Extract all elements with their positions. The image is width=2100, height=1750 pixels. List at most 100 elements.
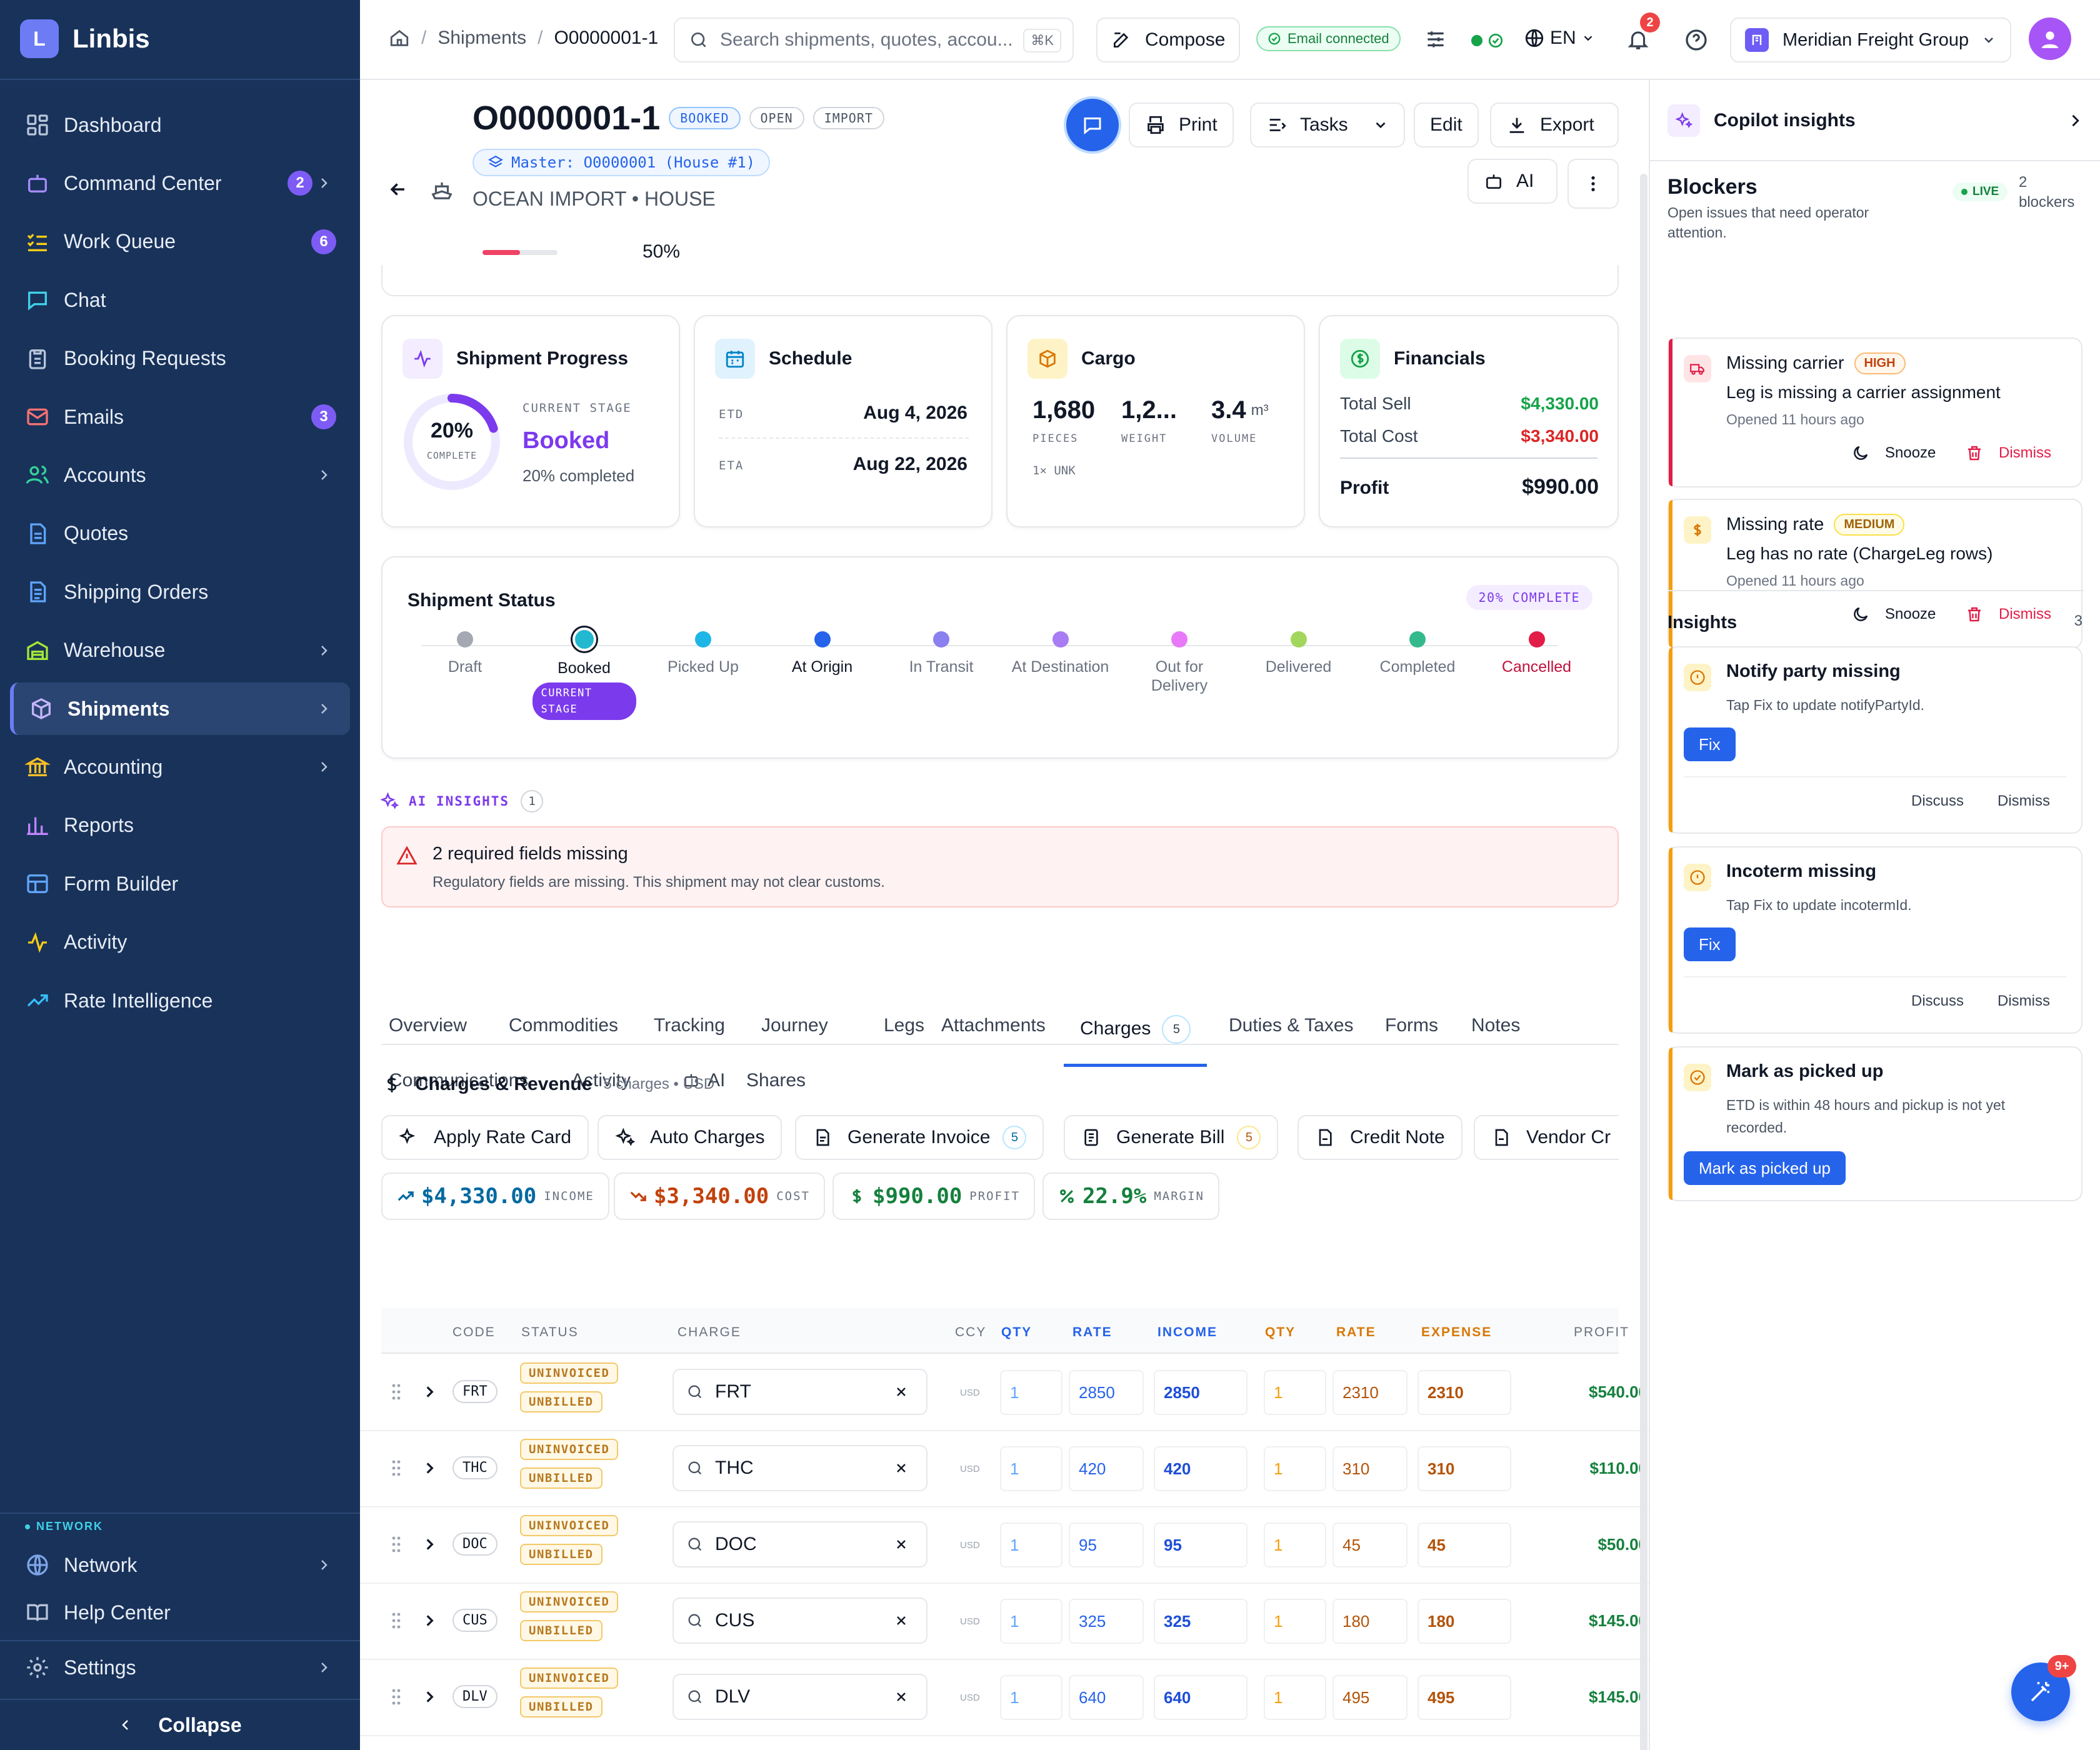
drag-handle-icon[interactable]	[391, 1688, 401, 1706]
notifications-button[interactable]: 2	[1626, 12, 1660, 51]
snooze-button[interactable]: Snooze	[1851, 605, 1936, 624]
tab-communications[interactable]: Communications	[389, 1070, 529, 1091]
tab-charges[interactable]: Charges 5	[1064, 1015, 1208, 1067]
sidebar-item-warehouse[interactable]: Warehouse	[10, 624, 350, 677]
generate-invoice-button[interactable]: Generate Invoice 5	[795, 1115, 1044, 1160]
sidebar-item-work-queue[interactable]: Work Queue 6	[10, 216, 350, 268]
income-rate-input[interactable]: 325	[1069, 1599, 1144, 1644]
expand-chevron-icon[interactable]	[421, 1460, 438, 1476]
main-scrollbar[interactable]	[1640, 174, 1648, 1750]
sidebar-item-quotes[interactable]: Quotes	[10, 508, 350, 560]
income-rate-input[interactable]: 95	[1069, 1522, 1144, 1568]
expense-rate-input[interactable]: 2310	[1332, 1370, 1408, 1415]
avatar[interactable]	[2029, 18, 2071, 60]
income-rate-input[interactable]: 2850	[1069, 1370, 1144, 1415]
discuss-button[interactable]: Discuss	[1911, 792, 1964, 809]
search-input[interactable]: Search shipments, quotes, accou... ⌘K	[674, 18, 1074, 62]
expense-amount[interactable]: 310	[1418, 1446, 1511, 1491]
table-row[interactable]: DLV UNINVOICED UNBILLED DLV USD 1 640 640 1 495 49…	[360, 1660, 1654, 1736]
organization-select[interactable]: Meridian Freight Group	[1730, 18, 2011, 62]
clear-icon[interactable]	[894, 1461, 909, 1476]
sidebar-item-emails[interactable]: Emails 3	[10, 391, 350, 443]
income-rate-input[interactable]: 420	[1069, 1446, 1144, 1491]
clear-icon[interactable]	[894, 1537, 909, 1552]
charge-select[interactable]: DLV	[672, 1674, 928, 1720]
tab-overview[interactable]: Overview	[389, 1015, 468, 1036]
insight-card[interactable]: Notify party missing Tap Fix to update no…	[1668, 646, 2082, 834]
income-amount[interactable]: 420	[1154, 1446, 1248, 1491]
table-row[interactable]: CUS UNINVOICED UNBILLED CUS USD 1 325 325 1 180 18…	[360, 1584, 1654, 1660]
help-icon[interactable]	[1684, 28, 1709, 52]
expand-chevron-icon[interactable]	[421, 1536, 438, 1552]
expand-chevron-icon[interactable]	[421, 1689, 438, 1705]
fix-button[interactable]: Fix	[1684, 728, 1736, 761]
copilot-header[interactable]: Copilot insights	[1668, 95, 2084, 146]
mark-picked-up-button[interactable]: Mark as picked up	[1684, 1151, 1846, 1185]
expense-rate-input[interactable]: 45	[1332, 1522, 1408, 1568]
sidebar-item-dashboard[interactable]: Dashboard	[10, 99, 350, 151]
expense-qty-input[interactable]: 1	[1264, 1675, 1326, 1720]
expense-amount[interactable]: 45	[1418, 1522, 1511, 1568]
tab-journey[interactable]: Journey	[761, 1015, 828, 1036]
sidebar-item-shipping-orders[interactable]: Shipping Orders	[10, 566, 350, 618]
edit-button[interactable]: Edit	[1414, 102, 1479, 148]
sidebar-item-chat[interactable]: Chat	[10, 274, 350, 326]
apply-rate-card-button[interactable]: Apply Rate Card	[381, 1115, 589, 1160]
blocker-card[interactable]: Missing rate MEDIUM Leg has no rate (Charg…	[1668, 499, 2082, 649]
more-options-button[interactable]	[1568, 159, 1619, 209]
tab-forms[interactable]: Forms	[1385, 1015, 1438, 1036]
table-row[interactable]: FRT UNINVOICED UNBILLED FRT USD 1 2850 2850 1 231…	[360, 1355, 1654, 1431]
expense-qty-input[interactable]: 1	[1264, 1599, 1326, 1644]
expand-chevron-icon[interactable]	[421, 1384, 438, 1400]
expense-amount[interactable]: 495	[1418, 1675, 1511, 1720]
income-rate-input[interactable]: 640	[1069, 1675, 1144, 1720]
clear-icon[interactable]	[894, 1689, 909, 1704]
charge-select[interactable]: CUS	[672, 1598, 928, 1644]
drag-handle-icon[interactable]	[391, 1382, 401, 1401]
dismiss-button[interactable]: Dismiss	[1965, 605, 2051, 624]
clear-icon[interactable]	[894, 1613, 909, 1628]
sidebar-item-accounting[interactable]: Accounting	[10, 741, 350, 793]
income-qty-input[interactable]: 1	[1000, 1675, 1062, 1720]
sidebar-item-reports[interactable]: Reports	[10, 799, 350, 852]
dismiss-button[interactable]: Dismiss	[1998, 792, 2050, 809]
sidebar-item-form-builder[interactable]: Form Builder	[10, 858, 350, 910]
tab-activity[interactable]: Activity	[571, 1070, 631, 1091]
tab-duties-taxes[interactable]: Duties & Taxes	[1229, 1015, 1354, 1036]
fix-button[interactable]: Fix	[1684, 928, 1736, 961]
drag-handle-icon[interactable]	[391, 1611, 401, 1630]
charge-select[interactable]: DOC	[672, 1521, 928, 1568]
tab-legs[interactable]: Legs	[884, 1015, 925, 1036]
copilot-fab[interactable]: 9+	[2011, 1655, 2076, 1721]
ai-button[interactable]: AI	[1468, 159, 1558, 204]
sidebar-item-rate-intelligence[interactable]: Rate Intelligence	[10, 974, 350, 1027]
auto-charges-button[interactable]: Auto Charges	[598, 1115, 782, 1160]
breadcrumb-shipments[interactable]: Shipments	[438, 28, 527, 48]
tab-commodities[interactable]: Commodities	[509, 1015, 619, 1036]
expense-rate-input[interactable]: 495	[1332, 1675, 1408, 1720]
income-qty-input[interactable]: 1	[1000, 1446, 1062, 1491]
tab-ai[interactable]: AI	[682, 1070, 725, 1091]
expense-qty-input[interactable]: 1	[1264, 1446, 1326, 1491]
tab-notes[interactable]: Notes	[1471, 1015, 1521, 1036]
vendor-cr-button[interactable]: Vendor Cr	[1474, 1115, 1629, 1160]
charge-select[interactable]: THC	[672, 1445, 928, 1491]
export-button[interactable]: Export	[1490, 102, 1619, 148]
credit-note-button[interactable]: Credit Note	[1298, 1115, 1462, 1160]
sidebar-item-activity[interactable]: Activity	[10, 916, 350, 969]
clear-icon[interactable]	[894, 1384, 909, 1399]
income-qty-input[interactable]: 1	[1000, 1599, 1062, 1644]
home-icon[interactable]	[389, 28, 410, 49]
table-row[interactable]: DOC UNINVOICED UNBILLED DOC USD 1 95 95 1 45 45 $50…	[360, 1508, 1654, 1584]
income-amount[interactable]: 325	[1154, 1599, 1248, 1644]
expand-chevron-icon[interactable]	[421, 1612, 438, 1629]
drag-handle-icon[interactable]	[391, 1535, 401, 1554]
sidebar-item-shipments[interactable]: Shipments	[10, 682, 350, 735]
chat-button[interactable]	[1066, 99, 1119, 151]
income-amount[interactable]: 2850	[1154, 1370, 1248, 1415]
tab-shares[interactable]: Shares	[746, 1070, 806, 1091]
dismiss-button[interactable]: Dismiss	[1965, 444, 2051, 462]
language-select[interactable]: EN	[1524, 28, 1595, 49]
generate-bill-button[interactable]: Generate Bill 5	[1064, 1115, 1279, 1160]
tab-tracking[interactable]: Tracking	[654, 1015, 725, 1036]
